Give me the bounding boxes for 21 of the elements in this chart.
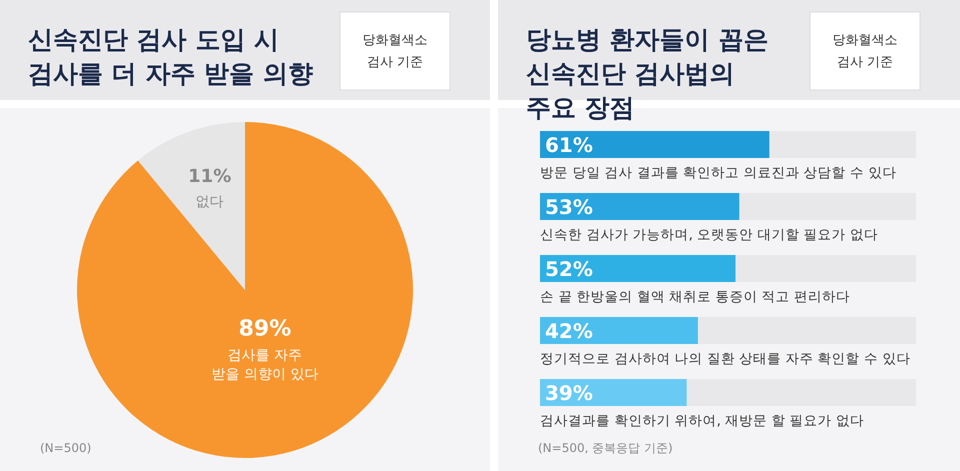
data-label: 61%	[545, 133, 593, 157]
y-tick-label: 방문 당일 검사 결과를 확인하고 의료진과 상담할 수 있다	[540, 165, 896, 181]
chart-title: 신속진단 검사 도입 시 검사를 더 자주 받을 의향	[28, 25, 313, 88]
y-tick-label: 신속한 검사가 가능하며, 오랫동안 대기할 필요가 없다	[540, 227, 878, 243]
chart-subtitle: 당화혈색소 검사 기준	[362, 33, 428, 70]
annotation: (N=500, 중복응답 기준)	[538, 441, 673, 455]
data-label: 89%	[238, 316, 292, 342]
y-tick-label: 검사결과를 확인하기 위하여, 재방문 할 필요가 없다	[540, 413, 864, 429]
y-tick-label: 정기적으로 검사하여 나의 질환 상태를 자주 확인할 수 있다	[540, 351, 910, 367]
chart-title: 당뇨병 환자들이 꼽은 신속진단 검사법의 주요 장점	[526, 25, 768, 122]
chart-subtitle: 당화혈색소 검사 기준	[832, 33, 898, 70]
text: (N=500)	[40, 441, 92, 455]
data-label: 39%	[545, 381, 593, 405]
pie-slice	[138, 122, 245, 290]
data-label: 53%	[545, 195, 593, 219]
data-label: 11%	[188, 166, 232, 187]
slice-label: 없다	[196, 194, 224, 210]
y-tick-label: 손 끝 한방울의 혈액 채취로 통증이 적고 편리하다	[540, 289, 850, 305]
data-label: 52%	[545, 257, 593, 281]
data-label: 42%	[545, 319, 593, 343]
slice-label: 검사를 자주 받을 의향이 있다	[211, 347, 318, 382]
